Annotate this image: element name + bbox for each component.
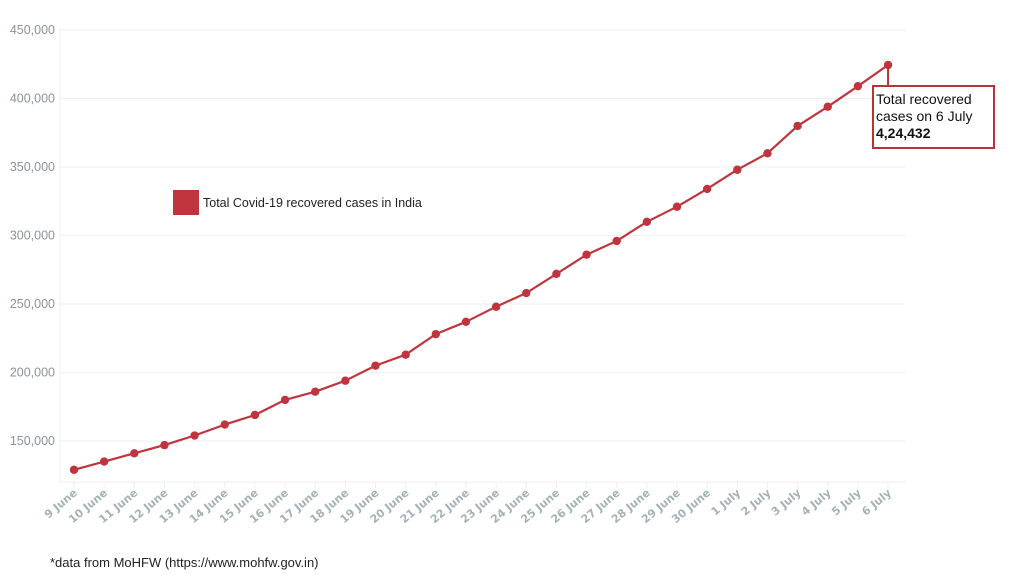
data-point-marker [733, 165, 742, 174]
legend: Total Covid-19 recovered cases in India [173, 190, 422, 215]
data-point-marker [702, 184, 712, 194]
data-point-marker [491, 302, 501, 311]
annotation-box [872, 85, 995, 149]
annotation-line-1: Total recovered [876, 91, 972, 107]
x-tick-label: 5 July [829, 486, 864, 518]
data-point-marker [130, 449, 139, 458]
y-tick-label: 150,000 [10, 434, 55, 448]
y-tick-label: 400,000 [10, 92, 55, 106]
data-point-marker [250, 410, 260, 420]
data-point-marker [552, 269, 561, 279]
x-tick-label: 6 July [859, 486, 894, 518]
data-point-marker [280, 395, 290, 405]
y-tick-label: 300,000 [10, 229, 55, 243]
data-point-marker [69, 465, 79, 474]
data-point-marker [461, 317, 471, 327]
x-tick-label: 3 July [769, 486, 804, 518]
data-point-marker [99, 457, 109, 466]
x-tick-label: 4 July [799, 486, 834, 518]
data-point-marker [642, 217, 652, 226]
annotation-line-2: cases on 6 July [876, 108, 973, 124]
y-axis: 150,000 200,000 250,000 300,000 350,000 400,0… [10, 23, 55, 448]
y-tick-label: 450,000 [10, 23, 55, 37]
data-point-marker [612, 236, 621, 246]
legend-label: Total Covid-19 recovered cases in India [203, 196, 422, 210]
y-tick-label: 250,000 [10, 297, 55, 311]
data-point-marker [190, 431, 199, 440]
annotation-callout: Total recovered cases on 6 July 4,24,432 [872, 65, 995, 149]
data-point-marker [793, 121, 802, 131]
data-markers [69, 60, 893, 474]
series-line [73, 64, 889, 471]
legend-swatch [173, 190, 199, 215]
data-point-marker [431, 329, 440, 339]
data-source-note: *data from MoHFW (https://www.mohfw.gov.… [50, 555, 319, 570]
data-point-marker [672, 202, 682, 211]
data-point-marker [853, 81, 863, 91]
data-point-marker [341, 376, 350, 385]
x-tick-label: 1 July [709, 486, 744, 518]
data-point-marker [522, 288, 531, 298]
data-point-marker [371, 361, 380, 370]
y-tick-label: 200,000 [10, 366, 55, 380]
annotation-value: 4,24,432 [876, 125, 931, 141]
data-point-marker [582, 250, 591, 259]
y-tick-label: 350,000 [10, 160, 55, 174]
data-point-marker [823, 102, 832, 111]
x-tick-label: 2 July [739, 486, 774, 518]
data-point-marker [311, 387, 320, 396]
data-point-marker [763, 149, 772, 158]
data-point-marker [160, 440, 169, 450]
data-point-marker [401, 350, 410, 359]
gridlines [59, 28, 905, 483]
data-point-marker [220, 420, 229, 429]
